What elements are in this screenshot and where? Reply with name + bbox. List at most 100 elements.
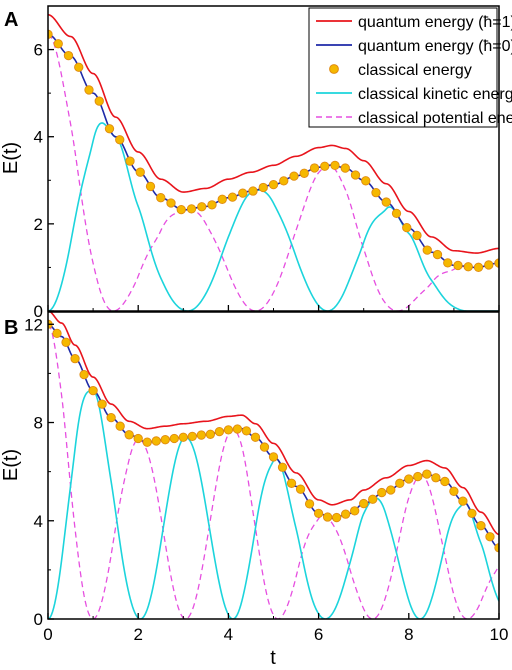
- panel-a-classical-energy-marker: [381, 197, 391, 207]
- panel-b-classical-energy-marker: [106, 412, 116, 423]
- legend: quantum energy (ħ=1) quantum energy (ħ=0…: [308, 7, 512, 128]
- legend-item-classical-kinetic: classical kinetic energy: [316, 86, 512, 103]
- panel-a-classical-energy-marker: [217, 194, 227, 204]
- panel-b-classical-energy-marker: [341, 509, 351, 519]
- panel-b-classical-energy-marker: [223, 425, 234, 435]
- panel-a-classical-energy-marker: [63, 50, 74, 61]
- panel-b-classical-energy-marker: [386, 485, 396, 495]
- panel-a-plot-area: [48, 13, 499, 311]
- panel-b-y-tick-label: 12: [24, 315, 43, 334]
- panel-b-classical-energy-marker: [458, 496, 468, 506]
- panel-b-classical-energy-marker: [97, 399, 107, 409]
- panel-b-classical-energy-marker: [70, 354, 80, 364]
- panel-b-classical-energy-marker: [142, 437, 152, 447]
- panel-b-classical-energy-marker: [232, 424, 243, 434]
- panel-a-classical-energy-marker: [443, 258, 453, 268]
- panel-b-classical-energy-marker: [404, 474, 414, 484]
- panel-a-classical-energy-marker: [432, 249, 443, 260]
- legend-item-classical-energy: classical energy: [329, 62, 472, 79]
- panel-b-classical-energy-marker: [395, 478, 405, 488]
- panel-b-x-tick-label: 8: [404, 625, 413, 644]
- panel-a-classical-energy-marker: [186, 204, 197, 214]
- panel-b-classical-energy-marker: [196, 430, 206, 440]
- panel-a-classical-energy-marker: [299, 168, 309, 178]
- panel-b-classical-energy-marker: [115, 421, 125, 431]
- panel-a-series-classical-kinetic-energy: [48, 122, 499, 311]
- panel-b-classical-energy-marker: [169, 433, 179, 444]
- panel-a-classical-energy-marker: [207, 200, 217, 210]
- panel-a-classical-energy-marker: [145, 181, 156, 192]
- panel-b-classical-energy-marker: [377, 487, 387, 498]
- panel-b: 0 4 8 12 0 2 4 6 8 10 B E(t) t: [0, 311, 508, 669]
- panel-a-classical-energy-marker: [309, 163, 320, 173]
- panel-a-classical-energy-marker: [84, 85, 94, 95]
- panel-b-series-classical-potential-energy: [48, 323, 499, 619]
- panel-a-classical-energy-marker: [115, 135, 125, 145]
- panel-b-y-axis-label: E(t): [0, 449, 22, 481]
- panel-a-classical-energy-marker: [402, 222, 412, 233]
- panel-a-classical-energy-marker: [340, 163, 350, 173]
- legend-label-quantum-hbar0: quantum energy (ħ=0): [358, 38, 512, 55]
- panel-a-classical-energy-marker: [350, 170, 361, 180]
- panel-a-classical-energy-marker: [391, 208, 402, 219]
- panel-a-classical-energy-marker: [248, 186, 258, 196]
- panel-a-classical-energy-marker: [176, 204, 186, 215]
- panel-b-classical-energy-marker: [331, 512, 342, 523]
- panel-b-classical-energy-marker: [286, 478, 297, 488]
- panel-a-classical-energy-marker: [48, 29, 53, 39]
- panel-b-classical-energy-marker: [449, 486, 459, 496]
- panel-a-ticks: 0 2 4 6: [34, 41, 500, 321]
- panel-b-classical-energy-marker: [322, 512, 333, 522]
- panel-b-plot-area: [48, 312, 499, 619]
- panel-a-y-tick-label: 2: [34, 215, 43, 234]
- panel-a-classical-energy-marker: [166, 198, 176, 208]
- panel-a-classical-energy-marker: [484, 260, 494, 270]
- panel-b-ticks: 0 4 8 12 0 2 4 6 8 10: [24, 315, 508, 644]
- panel-b-classical-energy-marker: [250, 432, 261, 442]
- panel-b-classical-energy-marker: [413, 471, 423, 482]
- panel-a-classical-energy-marker: [94, 96, 104, 106]
- panel-a-classical-energy-marker: [227, 192, 238, 202]
- panel-b-classical-energy-marker: [133, 433, 143, 444]
- panel-a-classical-energy-marker: [125, 156, 135, 166]
- panel-b-y-tick-label: 0: [34, 610, 43, 629]
- panel-a-series-classical-potential-energy: [48, 33, 499, 311]
- legend-item-quantum-hbar0: quantum energy (ħ=0): [316, 38, 512, 55]
- panel-a-letter: A: [4, 9, 18, 31]
- panel-a-classical-energy-marker: [104, 124, 115, 134]
- panel-a-classical-energy-marker: [289, 171, 299, 181]
- legend-box: [308, 7, 498, 128]
- panel-a-classical-energy-marker: [330, 160, 340, 171]
- legend-label-classical-kinetic: classical kinetic energy: [358, 86, 512, 103]
- panel-b-series-quantum-energy-hbar1: [49, 312, 499, 536]
- panel-b-series-classical-kinetic-energy: [48, 389, 499, 619]
- panel-a-series-quantum-energy-hbar1: [48, 13, 499, 254]
- panel-a-classical-energy-marker: [74, 62, 84, 72]
- panel-b-classical-energy-marker: [368, 494, 378, 504]
- panel-b-y-tick-label: 8: [34, 414, 43, 433]
- panel-b-classical-energy-marker: [422, 469, 432, 479]
- panel-b-x-tick-label: 4: [224, 625, 233, 644]
- panel-a-classical-energy-marker: [135, 167, 145, 177]
- panel-b-classical-energy-marker: [88, 385, 98, 396]
- panel-a-y-tick-label: 0: [34, 302, 43, 321]
- panel-a-classical-energy-marker: [473, 262, 484, 272]
- legend-label-classical-energy: classical energy: [358, 62, 472, 79]
- panel-b-x-tick-label: 6: [314, 625, 323, 644]
- panel-a-classical-energy-marker: [412, 230, 422, 241]
- panel-b-classical-energy-marker: [52, 328, 62, 339]
- legend-label-quantum-hbar1: quantum energy (ħ=1): [358, 14, 512, 31]
- panel-a-classical-energy-marker: [197, 202, 207, 212]
- panel-b-classical-energy-marker: [151, 436, 161, 446]
- panel-b-classical-energy-marker: [79, 369, 89, 380]
- panel-b-classical-energy-marker: [178, 432, 188, 442]
- legend-item-classical-potential: classical potential energy: [316, 110, 512, 127]
- panel-a-classical-energy-marker: [279, 176, 289, 186]
- panel-b-classical-energy-marker: [268, 452, 279, 462]
- panel-a-classical-energy-marker: [463, 262, 473, 272]
- legend-label-classical-potential: classical potential energy: [358, 110, 512, 127]
- panel-b-classical-energy-marker: [259, 442, 270, 452]
- panel-b-classical-energy-marker: [476, 521, 486, 531]
- panel-b-classical-energy-marker: [431, 473, 441, 483]
